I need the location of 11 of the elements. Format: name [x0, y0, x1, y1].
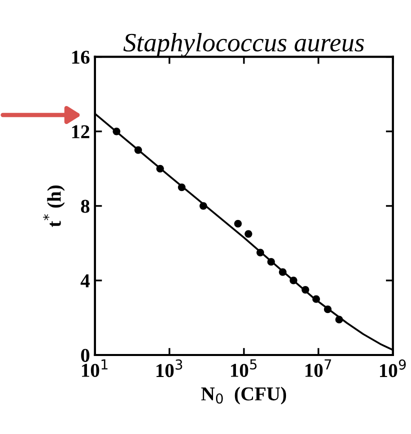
chart-title: Staphylococcus aureus: [123, 32, 364, 57]
x-tick-label: 10$^{9}$: [380, 359, 406, 378]
x-tick-label: 10$^{5}$: [231, 359, 257, 377]
y-tick-label: 8: [81, 200, 90, 213]
y-tick-label: 16: [72, 50, 90, 64]
y-tick-label: 12: [72, 125, 90, 138]
x-tick-label: 10$^{7}$: [305, 359, 332, 377]
y-axis-title: t$^{*}$ (h): [43, 186, 65, 228]
x-axis-title: N$_{0}$ (CFU): [201, 386, 286, 404]
x-tick-label: 10$^{3}$: [156, 359, 182, 378]
y-tick-label: 4: [80, 274, 90, 288]
